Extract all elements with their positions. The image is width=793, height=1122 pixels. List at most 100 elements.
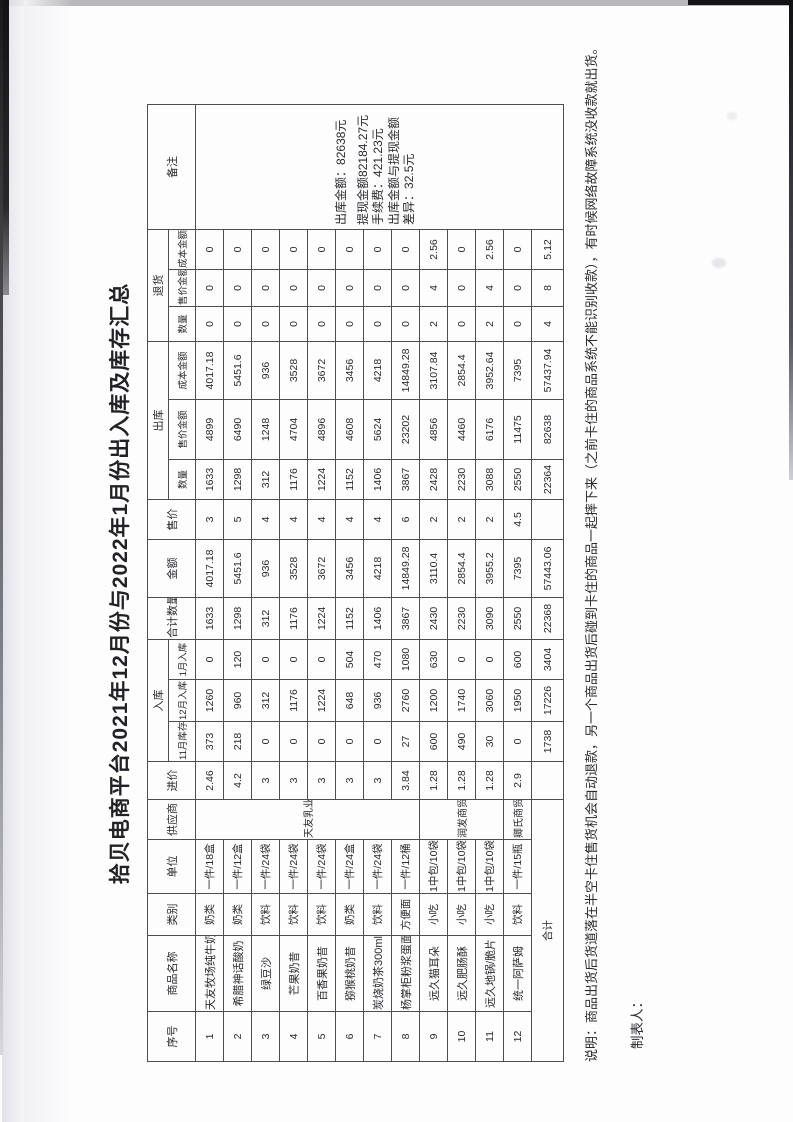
table-cell: 0 (503, 269, 532, 307)
table-cell: 936 (251, 539, 280, 598)
table-cell: 4 (419, 269, 448, 307)
table-cell: 5624 (363, 399, 392, 460)
table-cell: 0 (223, 269, 252, 307)
table-cell: 0 (503, 306, 532, 342)
table-cell: 8 (531, 269, 564, 307)
table-cell: 3456 (335, 539, 364, 598)
table-cell: 一件/12桶 (391, 839, 420, 894)
table-cell: 0 (363, 269, 392, 307)
table-cell: 3528 (279, 341, 308, 400)
table-cell: 630 (419, 639, 448, 680)
table-cell: 4 (279, 499, 308, 540)
table-cell: 0 (195, 639, 224, 680)
col-header-category: 类别 (147, 893, 196, 936)
table-cell: 2550 (503, 597, 532, 640)
table-cell: 3404 (531, 639, 564, 680)
scan-edge-left-line (0, 0, 3, 1055)
table-cell: 4856 (419, 399, 448, 460)
page-title: 拾贝电商平台2021年12月份与2022年1月份出入库及库存汇总 (109, 282, 132, 885)
table-cell: 82638 (531, 399, 564, 460)
table-cell: 3 (279, 761, 308, 800)
table-cell: 2854.4 (447, 341, 476, 400)
table-cell: 2 (447, 499, 476, 540)
col-header-total-qty: 合计数量 (147, 597, 196, 640)
supplier-cell: 天友乳业 (195, 799, 420, 840)
table-cell: 2760 (391, 679, 420, 722)
table-cell: 0 (307, 306, 336, 342)
table-cell: 2 (223, 1011, 252, 1062)
col-header-sale-price: 售价 (147, 499, 196, 540)
table-cell: 1中包/10袋 (419, 839, 448, 894)
product-name-cell: 统一阿萨姆 (503, 935, 532, 1012)
table-cell: 0 (223, 229, 252, 270)
table-cell: 一件/24袋 (307, 839, 336, 894)
table-cell: 0 (363, 229, 392, 270)
table-cell: 600 (503, 639, 532, 680)
col-group-outbound: 出库 (147, 341, 169, 500)
table-cell: 936 (363, 679, 392, 722)
table-cell: 4 (335, 499, 364, 540)
table-cell: 4 (531, 306, 564, 342)
document-sheet: 拾贝电商平台2021年12月份与2022年1月份出入库及库存汇总 序号 商品名称… (102, 41, 650, 1062)
table-cell: 一件/15瓶 (503, 839, 532, 894)
table-cell: 6 (391, 499, 420, 540)
product-name-cell: 猕猴桃奶昔 (335, 935, 364, 1012)
col-header-ret-cost-amount: 成本金额 (168, 229, 196, 270)
scan-edge-right (789, 0, 793, 480)
table-cell: 0 (307, 639, 336, 680)
table-cell: 1406 (363, 597, 392, 640)
table-cell: 2 (475, 499, 504, 540)
table-cell: 3107.84 (419, 341, 448, 400)
table-cell: 1224 (307, 597, 336, 640)
table-cell: 312 (251, 459, 280, 500)
table-cell: 3 (251, 1011, 280, 1062)
table-cell: 5 (223, 499, 252, 540)
table-cell: 3060 (475, 679, 504, 722)
table-cell: 10 (447, 1011, 476, 1062)
table-cell: 1176 (279, 679, 308, 722)
table-cell: 3528 (279, 539, 308, 598)
table-cell: 0 (363, 306, 392, 342)
product-row: 3 绿豆沙 饮料 一件/24袋 3 0 312 0 312 936 4 312 1248 936 0 0 0 (251, 104, 280, 1062)
table-cell: 1298 (223, 459, 252, 500)
table-cell: 小吃 (447, 893, 476, 936)
table-cell: 22364 (531, 459, 564, 500)
col-group-inbound: 入库 (147, 639, 169, 762)
product-name-cell: 天友牧场纯牛奶 (195, 935, 224, 1012)
preparer-label: 制表人： (630, 995, 645, 1049)
table-cell: 11 (475, 1011, 504, 1062)
table-cell: 0 (503, 721, 532, 762)
table-cell: 2.56 (419, 229, 448, 270)
product-name-cell: 百香果奶昔 (307, 935, 336, 1012)
col-header-seq: 序号 (147, 1011, 196, 1062)
table-cell: 4 (307, 499, 336, 540)
table-cell: 12 (503, 1011, 532, 1062)
table-cell: 0 (307, 269, 336, 307)
table-cell: 5 (307, 1011, 336, 1062)
table-cell: 490 (447, 721, 476, 762)
table-cell: 2430 (419, 597, 448, 640)
table-cell: 2854.4 (447, 539, 476, 598)
table-cell: 0 (447, 269, 476, 307)
table-cell: 0 (195, 269, 224, 307)
table-cell: 1298 (223, 597, 252, 640)
table-cell: 0 (307, 229, 336, 270)
table-cell: 一件/24袋 (363, 839, 392, 894)
table-cell: 4 (251, 499, 280, 540)
table-cell: 4 (363, 499, 392, 540)
table-cell: 1中包/10袋 (475, 839, 504, 894)
table-cell (531, 761, 564, 800)
product-row: 9 远久猫耳朵 小吃 1中包/10袋 润发商贸 1.28 600 1200 630 2430 311… (419, 104, 504, 1062)
table-cell: 27 (391, 721, 420, 762)
table-cell: 0 (251, 269, 280, 307)
table-cell: 2 (419, 306, 448, 342)
table-cell (531, 499, 564, 540)
table-cell: 1200 (419, 679, 448, 722)
table-cell: 960 (223, 679, 252, 722)
table-cell: 3672 (307, 539, 336, 598)
table-cell: 14849.28 (391, 539, 420, 598)
table-cell: 57443.06 (531, 539, 564, 598)
header-row-groups: 序号 商品名称 类别 单位 供应商 进价 入库 合计数量 金额 售价 出库 退货… (147, 104, 196, 1062)
table-cell: 0 (223, 306, 252, 342)
table-cell: 2230 (447, 459, 476, 500)
